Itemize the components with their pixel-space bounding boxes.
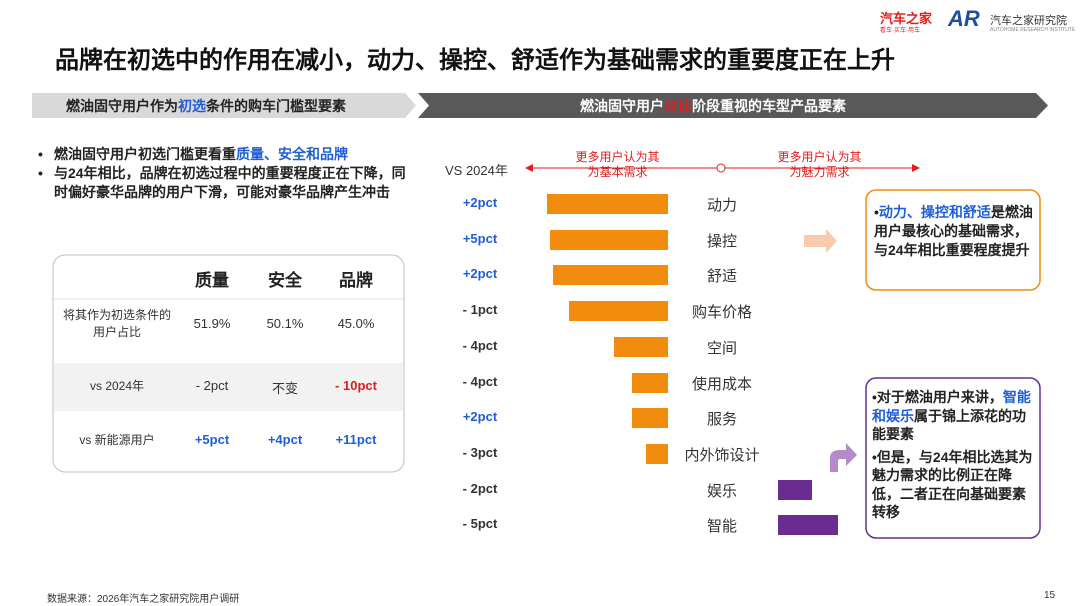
row-label: vs 新能源用户 (79, 433, 155, 447)
table-cell: - 2pct (195, 378, 229, 393)
callout-curved-arrow (830, 443, 857, 472)
table-header: 品牌 (339, 271, 373, 290)
item-label: 动力 (706, 197, 737, 214)
bullet: • 与24年相比，品牌在初选过程中的重要程度正在下降，同时偏好豪华品牌的用户下滑，… (38, 164, 418, 202)
row-label: 将其作为初选条件的用户占比 (62, 308, 171, 339)
bar (553, 265, 668, 286)
table-cell: +11pct (335, 432, 377, 447)
table-cell: 50.1% (266, 316, 304, 331)
callout-top: •动力、操控和舒适是燃油用户最核心的基础需求，与24年相比重要程度提升 (874, 204, 1033, 258)
change-label: - 5pct (462, 516, 498, 532)
table-cell: 45.0% (337, 316, 375, 331)
callout-highlight: 智能和娱乐 (872, 389, 1031, 424)
banner-text: 条件的购车门槛型要素 (206, 98, 346, 114)
bar (778, 515, 838, 536)
change-label: +2pct (462, 409, 498, 425)
table-cell: +5pct (194, 432, 230, 447)
change-label: - 4pct (462, 373, 498, 389)
change-label: - 2pct (462, 480, 498, 496)
arrow-left (525, 164, 533, 172)
table-cell: 51.9% (193, 316, 231, 331)
page-number: 15 (1044, 590, 1056, 601)
item-label: 空间 (706, 339, 737, 357)
logo-right-sub: AUTOHOME RESEARCH INSTITUTE (990, 27, 1076, 33)
banner-text: 阶段重视的车型产品要素 (692, 98, 846, 114)
bar (550, 229, 668, 250)
logo-left: 汽车之家 (880, 11, 933, 26)
callout-bullet: •但是，与24年相比选其为魅力需求的比例正在降低，二者正在向基础要素转移 (872, 448, 1033, 521)
bullets: • 燃油固守用户初选门槛更看重质量、安全和品牌 • 与24年相比，品牌在初选过程中的… (38, 145, 418, 202)
item-label: 内外饰设计 (684, 446, 760, 464)
callout-text: 但是，与24年相比选其为魅力需求的比例正在降低，二者正在向基础要素转移 (872, 448, 1033, 521)
banner-highlight: 对比 (664, 98, 692, 114)
logo-left-sub: 看车·买车·用车 (880, 28, 920, 34)
table-cell: 不变 (271, 381, 298, 396)
row-label: vs 2024年 (89, 379, 145, 393)
bullet: • 燃油固守用户初选门槛更看重质量、安全和品牌 (38, 146, 348, 162)
callout-bottom-frame (865, 377, 1041, 539)
table-cell: - 10pct (335, 378, 377, 393)
callout-text: 属于锦上添花的功能要素 (872, 407, 1026, 443)
bar (778, 479, 812, 500)
callout-bottom: •对于燃油用户来讲，智能和娱乐属于锦上添花的功能要素 •但是，与24年相比选其为… (872, 388, 1034, 522)
chart-header: VS 2024年 (445, 163, 508, 178)
bullet-text: 燃油固守用户初选门槛更看重 (54, 146, 236, 162)
logo-right: 汽车之家研究院 (990, 15, 1067, 27)
left-label: 更多用户认为其为基本需求 (575, 150, 660, 179)
item-label: 智能 (706, 518, 737, 536)
table-cell: +4pct (267, 432, 303, 447)
arrow-right (912, 164, 920, 172)
item-label: 舒适 (706, 268, 737, 286)
left-banner: 燃油固守用户作为初选条件的购车门槛型要素 (66, 96, 346, 116)
item-label: 服务 (706, 411, 737, 429)
table-header: 安全 (268, 271, 302, 290)
banner-text: 燃油固守用户 (580, 98, 664, 114)
logo-icon: AR (948, 6, 980, 31)
callout-arrow (804, 229, 837, 253)
item-label: 娱乐 (706, 482, 737, 500)
bullet-highlight: 质量、安全和品牌 (236, 146, 348, 162)
change-label: - 4pct (462, 337, 498, 353)
callout-top-frame (865, 189, 1041, 291)
right-banner: 燃油固守用户对比阶段重视的车型产品要素 (580, 96, 846, 116)
item-label: 操控 (706, 232, 737, 250)
bar (569, 301, 668, 322)
bar (614, 336, 668, 357)
right-label: 更多用户认为其为魅力需求 (777, 150, 862, 179)
item-label: 购车价格 (691, 304, 752, 322)
callout-text: 是燃油用户最核心的基础需求，与24年相比重要程度提升 (874, 204, 1033, 258)
right-banner-bg (418, 93, 1048, 118)
title: 品牌在初选中的作用在减小，动力、操控、舒适作为基础需求的重要度正在上升 (55, 47, 895, 74)
callout-text: 对于燃油用户来讲， (876, 389, 1003, 405)
bar (547, 194, 668, 214)
item-label: 使用成本 (691, 375, 752, 393)
left-banner-bg (32, 93, 416, 118)
change-label: +2pct (462, 266, 498, 282)
bar (646, 443, 668, 464)
direction-center (716, 163, 726, 173)
change-label: - 1pct (462, 302, 498, 318)
banner-highlight: 初选 (178, 98, 206, 114)
change-label: +2pct (462, 195, 498, 210)
bar (632, 372, 668, 393)
callout-highlight: 动力、操控和舒适 (878, 204, 991, 220)
callout-bullet: •对于燃油用户来讲，智能和娱乐属于锦上添花的功能要素 (872, 389, 1031, 443)
table-frame (52, 254, 405, 473)
bullet-text: 与24年相比，品牌在初选过程中的重要程度正在下降，同时偏好豪华品牌的用户下滑，可… (54, 165, 406, 200)
change-label: - 3pct (462, 444, 498, 460)
table-header: 质量 (195, 271, 229, 290)
bar (632, 408, 668, 429)
change-label: +5pct (462, 230, 498, 246)
table-row-bg (54, 363, 403, 411)
banner-text: 燃油固守用户作为 (66, 98, 178, 114)
source: 数据来源：2026年汽车之家研究院用户调研 (47, 594, 240, 605)
